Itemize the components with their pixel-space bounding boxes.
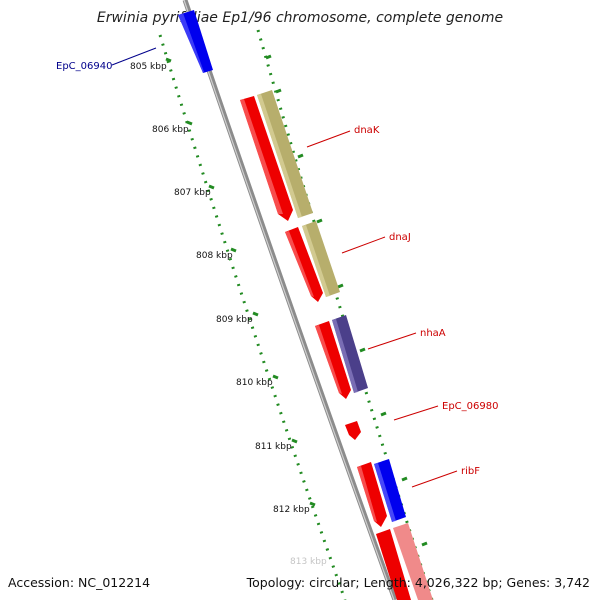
gene-epc06980[interactable]	[345, 421, 361, 440]
chromosome-backbone	[182, 0, 398, 600]
tick-label-809: 809 kbp	[216, 315, 253, 325]
gene-ribf-blue[interactable]	[374, 459, 406, 522]
tick-label-810: 810 kbp	[236, 378, 273, 388]
label-line-dnak	[306, 130, 351, 148]
gene-lower-red[interactable]	[376, 529, 411, 600]
tick-label-812: 812 kbp	[273, 505, 310, 515]
gene-label-ribf[interactable]: ribF	[461, 466, 480, 477]
inner-dotted-ring-right	[256, 29, 434, 600]
genome-summary-text: Topology: circular; Length: 4,026,322 bp…	[246, 575, 590, 590]
gene-label-dnaj[interactable]: dnaJ	[389, 232, 411, 243]
gene-dnaj-khaki[interactable]	[302, 221, 340, 297]
gene-dnak-khaki[interactable]	[257, 90, 313, 218]
gene-label-dnak[interactable]: dnaK	[354, 125, 380, 136]
gene-label-nhaa[interactable]: nhaA	[420, 328, 446, 339]
label-line-dnaj	[341, 236, 386, 254]
inner-major-ticks	[265, 54, 428, 547]
gene-label-epc06980[interactable]: EpC_06980	[442, 401, 498, 412]
label-line-epc06980	[393, 405, 439, 421]
label-line-epc06940	[111, 47, 157, 66]
gene-lower-pink[interactable]	[393, 523, 433, 600]
gene-nhaa-purple[interactable]	[332, 315, 368, 393]
tick-label-811: 811 kbp	[255, 442, 292, 452]
accession-text: Accession: NC_012214	[8, 575, 151, 590]
outer-dotted-ring-left	[158, 34, 347, 600]
gene-label-epc06940[interactable]: EpC_06940	[56, 61, 112, 72]
tick-label-813: 813 kbp	[290, 557, 327, 567]
map-title: Erwinia pyrifoliae Ep1/96 chromosome, co…	[96, 10, 504, 26]
tick-label-805: 805 kbp	[130, 62, 167, 72]
label-line-nhaa	[367, 332, 417, 350]
tick-label-808: 808 kbp	[196, 251, 233, 261]
tick-label-806: 806 kbp	[152, 125, 189, 135]
label-line-ribf	[411, 470, 458, 488]
tick-label-807: 807 kbp	[174, 188, 211, 198]
outer-major-ticks	[165, 57, 316, 507]
